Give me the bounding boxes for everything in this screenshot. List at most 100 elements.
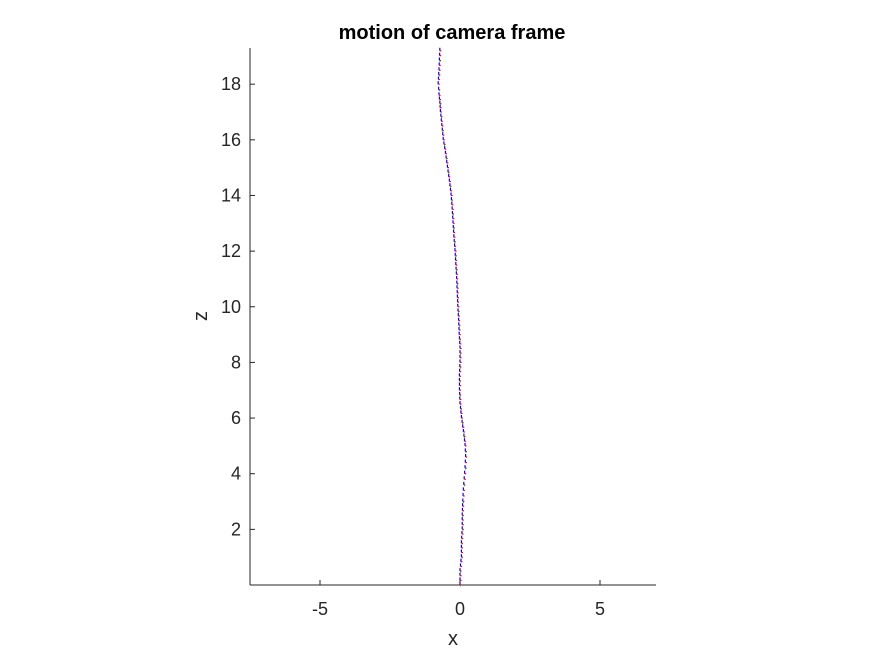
- frame-marker: [439, 100, 442, 106]
- frame-marker: [451, 211, 455, 216]
- chart-title: motion of camera frame: [339, 22, 566, 44]
- frame-marker: [458, 326, 461, 331]
- frame-marker: [460, 540, 463, 545]
- frame-marker: [438, 67, 441, 71]
- frame-marker: [459, 563, 463, 568]
- frame-marker: [439, 104, 442, 109]
- frame-marker: [461, 512, 464, 517]
- frame-marker: [464, 448, 467, 453]
- y-tick-label: 2: [231, 519, 241, 539]
- x-tick-label: 5: [595, 599, 605, 619]
- frame-marker: [454, 248, 457, 252]
- y-tick-label: 12: [221, 241, 241, 261]
- frame-marker: [459, 401, 462, 405]
- frame-marker: [456, 280, 459, 286]
- frame-marker: [459, 572, 462, 577]
- frame-marker: [462, 492, 465, 497]
- x-tick-label: -5: [312, 599, 328, 619]
- frame-marker: [438, 96, 442, 101]
- frame-marker: [459, 340, 462, 345]
- y-tick-label: 8: [231, 352, 241, 372]
- frame-marker: [456, 299, 460, 303]
- frame-marker: [462, 424, 465, 428]
- frame-marker: [456, 294, 459, 299]
- frame-marker: [440, 113, 443, 119]
- frame-marker: [452, 215, 455, 220]
- x-axis-label: x: [448, 628, 458, 650]
- frame-marker: [459, 577, 462, 581]
- frame-marker: [453, 243, 457, 248]
- frame-marker: [456, 275, 459, 280]
- frame-marker: [437, 81, 440, 85]
- frame-marker: [459, 396, 462, 401]
- frame-marker: [461, 517, 464, 521]
- camera-frame-markers: [437, 47, 468, 587]
- frame-marker: [458, 382, 462, 387]
- frame-marker: [452, 224, 455, 230]
- frame-marker: [444, 150, 448, 155]
- frame-marker: [444, 146, 447, 150]
- y-axis-label: z: [190, 311, 212, 321]
- y-tick-label: 10: [221, 297, 241, 317]
- frame-marker: [459, 568, 462, 573]
- frame-marker: [438, 62, 441, 66]
- frame-marker: [459, 582, 462, 587]
- frame-marker: [463, 438, 467, 442]
- frame-marker: [455, 271, 458, 275]
- frame-marker: [463, 476, 466, 480]
- frame-marker: [453, 238, 456, 244]
- frame-marker: [464, 465, 467, 470]
- frame-marker: [455, 266, 458, 272]
- frame-marker: [458, 317, 461, 322]
- frame-marker: [443, 141, 446, 146]
- frame-marker: [441, 127, 444, 133]
- frame-marker: [462, 428, 465, 433]
- frame-marker: [459, 391, 462, 397]
- frame-marker: [458, 373, 462, 377]
- y-tick-label: 14: [221, 185, 241, 205]
- frame-marker: [454, 252, 457, 258]
- frame-marker: [437, 76, 441, 81]
- frame-marker: [456, 285, 459, 289]
- frame-marker: [451, 201, 454, 206]
- frame-marker: [459, 364, 462, 369]
- y-tick-label: 16: [221, 130, 241, 150]
- frame-marker: [439, 108, 442, 113]
- frame-marker: [456, 289, 459, 294]
- y-axis-ticks: 2 4 6 8 10 12 14 16 18: [221, 74, 255, 539]
- frame-marker: [446, 160, 449, 164]
- frame-marker: [464, 459, 467, 464]
- frame-marker: [461, 526, 464, 531]
- frame-marker: [459, 350, 462, 355]
- frame-marker: [450, 192, 453, 197]
- frame-marker: [460, 554, 463, 559]
- frame-marker: [458, 322, 461, 327]
- frame-marker: [458, 387, 462, 391]
- frame-marker: [461, 507, 465, 512]
- frame-marker: [442, 132, 445, 136]
- frame-marker: [451, 206, 454, 210]
- frame-marker: [446, 164, 449, 169]
- frame-marker: [454, 257, 458, 261]
- frame-marker: [437, 86, 441, 92]
- frame-marker: [438, 92, 441, 96]
- frame-marker: [459, 354, 462, 359]
- plot-area: -5 0 5 2 4 6 8 10 12 14 16 18: [221, 47, 656, 619]
- frame-marker: [463, 433, 466, 439]
- frame-marker: [460, 415, 463, 419]
- frame-marker: [449, 183, 452, 188]
- frame-marker: [463, 481, 466, 487]
- frame-marker: [438, 71, 441, 77]
- frame-marker: [445, 155, 448, 160]
- frame-marker: [447, 169, 450, 174]
- frame-marker: [457, 303, 460, 308]
- frame-marker: [465, 454, 468, 458]
- frame-marker: [457, 313, 460, 317]
- frame-marker: [461, 535, 464, 540]
- frame-marker: [459, 405, 463, 411]
- frame-marker: [457, 308, 460, 313]
- frame-marker: [462, 503, 465, 507]
- frame-marker: [462, 498, 465, 504]
